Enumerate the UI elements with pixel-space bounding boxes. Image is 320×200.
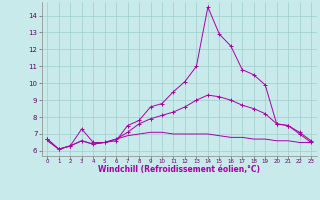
X-axis label: Windchill (Refroidissement éolien,°C): Windchill (Refroidissement éolien,°C) bbox=[98, 165, 260, 174]
